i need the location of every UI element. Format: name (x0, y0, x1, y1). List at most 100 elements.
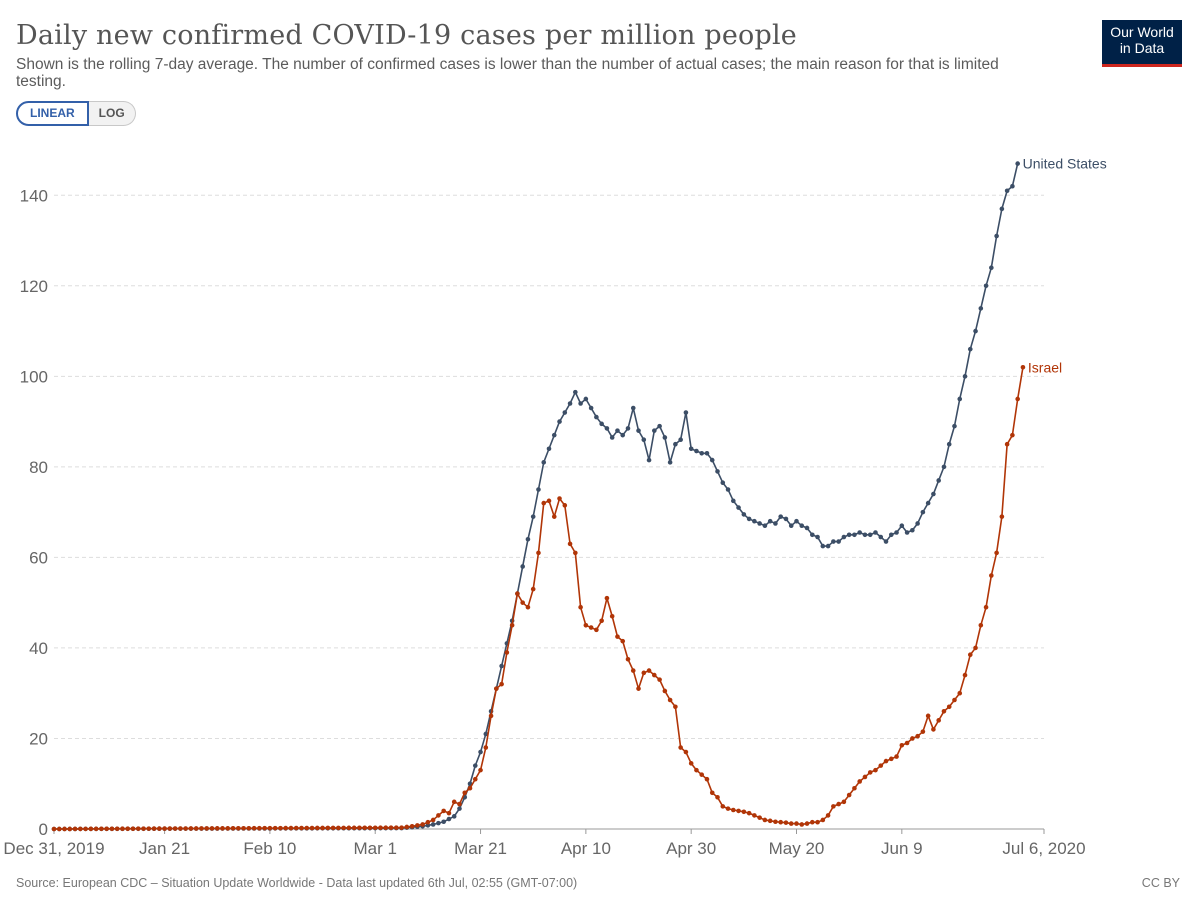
data-point (709, 457, 715, 463)
data-point (499, 681, 504, 687)
data-point (720, 804, 726, 809)
series-label: Israel (1028, 359, 1062, 375)
data-point (541, 460, 547, 465)
data-point (483, 745, 489, 750)
data-point (894, 754, 899, 759)
data-point (420, 822, 425, 827)
data-point (815, 819, 820, 825)
data-point (731, 807, 736, 813)
data-point (704, 450, 710, 456)
data-point (720, 480, 726, 486)
data-point (688, 446, 694, 452)
data-point (583, 396, 589, 402)
data-point (562, 410, 568, 415)
data-point (810, 819, 815, 825)
data-point (594, 414, 599, 420)
data-point (836, 801, 841, 807)
data-point (204, 826, 210, 831)
data-point (673, 441, 678, 447)
chart-subtitle: Shown is the rolling 7-day average. The … (16, 56, 999, 90)
data-point (588, 625, 594, 630)
data-point (246, 825, 252, 831)
data-point (920, 509, 926, 515)
x-tick-label: Mar 1 (353, 839, 396, 858)
data-point (888, 532, 894, 538)
data-point (362, 825, 367, 831)
data-point (841, 799, 847, 805)
data-point (931, 727, 936, 732)
data-point (272, 825, 278, 831)
data-point (894, 530, 899, 535)
data-point (341, 825, 346, 831)
license-label[interactable]: CC BY (1141, 876, 1180, 890)
data-point (862, 532, 868, 538)
data-point (609, 435, 615, 440)
data-point (209, 826, 215, 831)
data-point (457, 806, 462, 811)
data-point (536, 550, 541, 556)
data-point (825, 813, 831, 818)
data-point (588, 405, 594, 411)
data-point (604, 595, 610, 601)
data-point (594, 627, 599, 633)
data-point (530, 586, 536, 592)
data-point (994, 550, 999, 556)
data-point (973, 328, 978, 334)
linear-scale-button[interactable]: LINEAR (16, 101, 89, 126)
series-line-united-states (53, 163, 1019, 830)
data-point (831, 804, 836, 809)
series-label: United States (1023, 156, 1107, 172)
data-point (441, 819, 446, 825)
data-point (957, 690, 963, 696)
data-point (962, 374, 968, 379)
data-point (636, 686, 641, 691)
data-point (778, 514, 783, 519)
y-tick-label: 100 (20, 367, 48, 386)
data-point (936, 718, 941, 723)
data-point (430, 822, 436, 827)
data-point (599, 421, 604, 427)
data-point (652, 672, 657, 678)
data-point (120, 826, 125, 832)
x-tick-label: Feb 10 (243, 839, 296, 858)
data-point (983, 283, 989, 289)
data-point (504, 650, 510, 655)
data-point (56, 826, 62, 832)
data-point (883, 758, 889, 764)
data-point (888, 756, 894, 762)
data-point (946, 704, 952, 710)
data-point (678, 745, 683, 750)
data-point (983, 604, 989, 610)
data-point (999, 206, 1005, 212)
y-tick-label: 0 (39, 820, 48, 839)
data-point (989, 265, 994, 270)
data-point (472, 776, 478, 782)
data-point (867, 532, 873, 538)
scale-toggle: LINEAR LOG (16, 101, 136, 126)
data-point (657, 423, 662, 429)
data-point (994, 233, 999, 239)
data-point (520, 600, 525, 605)
data-point (541, 500, 547, 506)
data-point (551, 432, 557, 438)
log-scale-button[interactable]: LOG (88, 101, 136, 126)
data-point (573, 389, 578, 395)
y-tick-label: 40 (29, 639, 48, 658)
data-point (425, 823, 431, 828)
data-point (78, 826, 83, 832)
data-point (810, 532, 815, 538)
logo-line-1: Our World (1110, 24, 1174, 40)
owid-logo[interactable]: Our World in Data (1102, 20, 1182, 67)
data-point (804, 821, 810, 826)
x-tick-label: Apr 10 (561, 839, 611, 858)
y-tick-label: 140 (20, 186, 48, 205)
source-note[interactable]: Source: European CDC – Situation Update … (16, 876, 578, 890)
data-point (662, 688, 668, 694)
data-point (199, 826, 204, 831)
data-point (662, 435, 668, 440)
data-point (415, 823, 420, 828)
x-tick-label: Jun 9 (881, 839, 923, 858)
data-point (957, 396, 963, 402)
data-point (267, 825, 273, 831)
data-point (188, 826, 194, 831)
